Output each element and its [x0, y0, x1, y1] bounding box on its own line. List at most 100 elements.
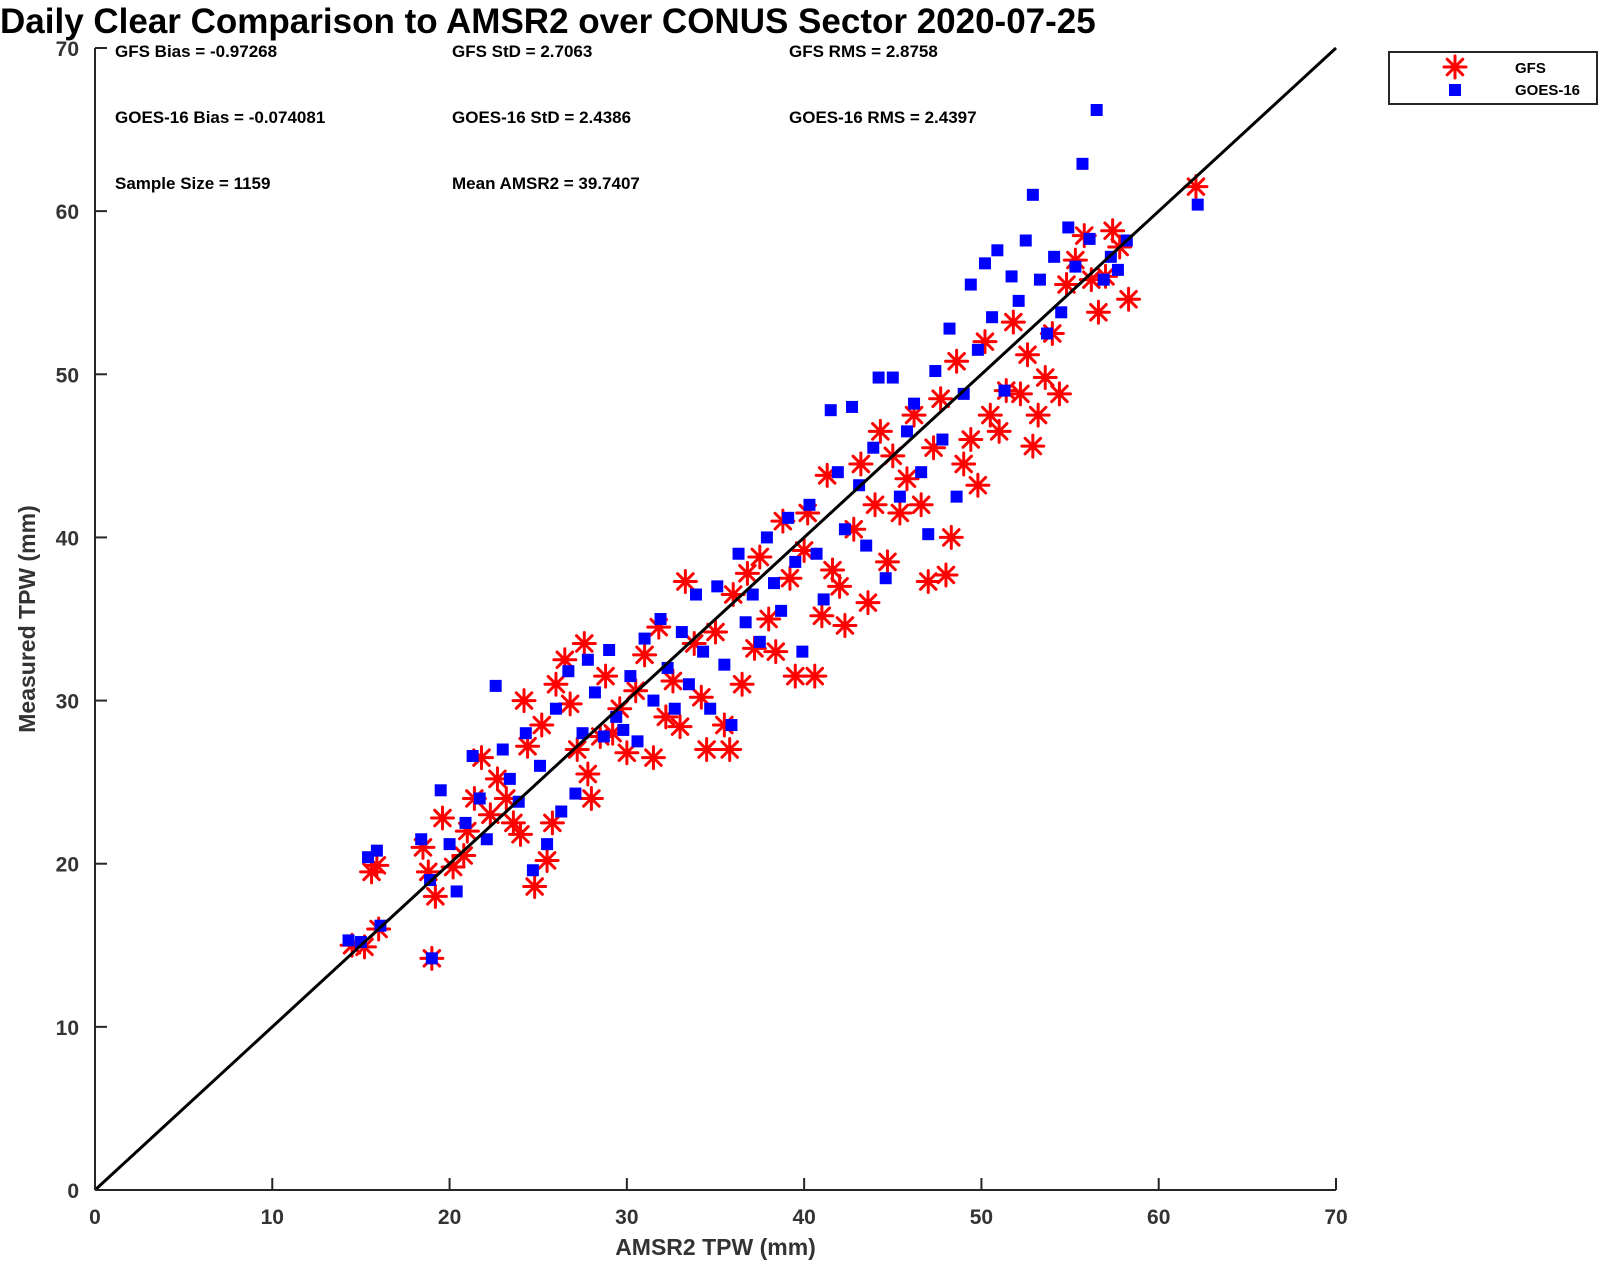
gfs-point	[1000, 309, 1026, 335]
gfs-point	[827, 573, 853, 599]
gfs-point	[429, 805, 455, 831]
goes16-point	[541, 838, 554, 851]
goes16-point	[1012, 294, 1025, 307]
y-axis-label: Measured TPW (mm)	[14, 505, 40, 732]
goes16-point	[971, 343, 984, 356]
gfs-point	[564, 737, 590, 763]
x-tick-label: 0	[89, 1206, 101, 1229]
gfs-point	[507, 821, 533, 847]
gfs-point	[802, 663, 828, 689]
gfs-point	[874, 549, 900, 575]
goes16-point	[739, 616, 752, 629]
y-tick-label: 60	[56, 201, 79, 224]
goes16-point	[1041, 327, 1054, 340]
gfs-point	[1015, 342, 1041, 368]
gfs-point	[557, 691, 583, 717]
goes16-point	[450, 885, 463, 898]
gfs-point	[965, 472, 991, 498]
goes16-point	[697, 645, 710, 658]
goes16-point	[668, 702, 681, 715]
goes16-point	[915, 466, 928, 479]
goes16-point	[957, 387, 970, 400]
chart-title: Daily Clear Comparison to AMSR2 over CON…	[0, 2, 1096, 41]
goes16-point	[986, 311, 999, 324]
x-tick-label: 10	[261, 1206, 284, 1229]
goes16-point	[879, 572, 892, 585]
goes16-point	[597, 730, 610, 743]
goes16-point	[760, 531, 773, 544]
goes16-point	[434, 784, 447, 797]
gfs-point	[571, 630, 597, 656]
gfs-point	[862, 492, 888, 518]
goes16-point	[425, 952, 438, 965]
gfs-point	[1183, 174, 1209, 200]
goes16-point	[581, 653, 594, 666]
goes16-point	[725, 719, 738, 732]
gfs-point	[515, 733, 541, 759]
goes16-point	[654, 613, 667, 625]
x-tick-label: 20	[438, 1206, 461, 1229]
gfs-point	[667, 714, 693, 740]
gfs-point	[500, 810, 526, 836]
stat-text: GFS Bias = -0.97268	[115, 42, 277, 61]
gfs-point	[1007, 381, 1033, 407]
gfs-point	[894, 466, 920, 492]
goes16-point	[342, 934, 355, 947]
gfs-point	[977, 402, 1003, 428]
goes16-point	[459, 816, 472, 829]
goes16-point	[908, 397, 921, 410]
goes16-point	[964, 278, 977, 291]
goes16-point	[647, 694, 660, 707]
stat-text: GFS RMS = 2.8758	[789, 42, 938, 61]
one-to-one-line	[93, 46, 1338, 1192]
goes16-point	[838, 523, 851, 536]
gfs-point	[867, 418, 893, 444]
goes16-point	[810, 547, 823, 560]
goes16-point	[718, 658, 731, 671]
goes16-point	[872, 371, 885, 384]
legend-gfs-label: GFS	[1515, 60, 1546, 77]
gfs-point	[511, 688, 537, 714]
stat-text: GFS StD = 2.7063	[452, 42, 592, 61]
gfs-point	[763, 639, 789, 665]
goes16-point	[489, 679, 502, 692]
stats-layer: GFS Bias = -0.97268 GFS StD = 2.7063 GFS R…	[115, 42, 977, 193]
goes16-point	[991, 244, 1004, 257]
goes16-point	[466, 750, 479, 763]
gfs-point	[484, 766, 510, 792]
gfs-point	[855, 590, 881, 616]
goes16-point	[689, 588, 702, 601]
goes16-point	[415, 833, 428, 846]
goes16-point	[1033, 273, 1046, 286]
x-tick-label: 30	[615, 1206, 638, 1229]
goes16-point	[480, 833, 493, 846]
goes16-point	[555, 805, 568, 818]
gfs-point	[575, 761, 601, 787]
goes16-point	[562, 665, 575, 678]
gfs-point	[887, 500, 913, 526]
gfs-point	[632, 642, 658, 668]
stat-text: GOES-16 Bias = -0.074081	[115, 108, 325, 127]
gfs-point	[422, 883, 448, 909]
goes16-point	[1111, 263, 1124, 276]
goes16-point	[603, 643, 616, 656]
stat-text: GOES-16 StD = 2.4386	[452, 108, 631, 127]
gfs-point	[522, 874, 548, 900]
goes16-point	[789, 555, 802, 568]
stat-text: Mean AMSR2 = 39.7407	[452, 174, 640, 193]
gfs-point	[938, 524, 964, 550]
goes16-point	[922, 528, 935, 541]
gfs-point	[729, 671, 755, 697]
goes16-point	[631, 735, 644, 748]
gfs-point	[1020, 433, 1046, 459]
goes16-point	[569, 787, 582, 800]
goes16-point	[936, 433, 949, 446]
x-axis-label: AMSR2 TPW (mm)	[615, 1234, 816, 1260]
gfs-point	[820, 557, 846, 583]
gfs-point	[1100, 218, 1126, 244]
gfs-point	[578, 785, 604, 811]
y-tick-label: 70	[56, 38, 79, 61]
goes16-point	[443, 838, 456, 851]
goes16-point	[675, 626, 688, 639]
